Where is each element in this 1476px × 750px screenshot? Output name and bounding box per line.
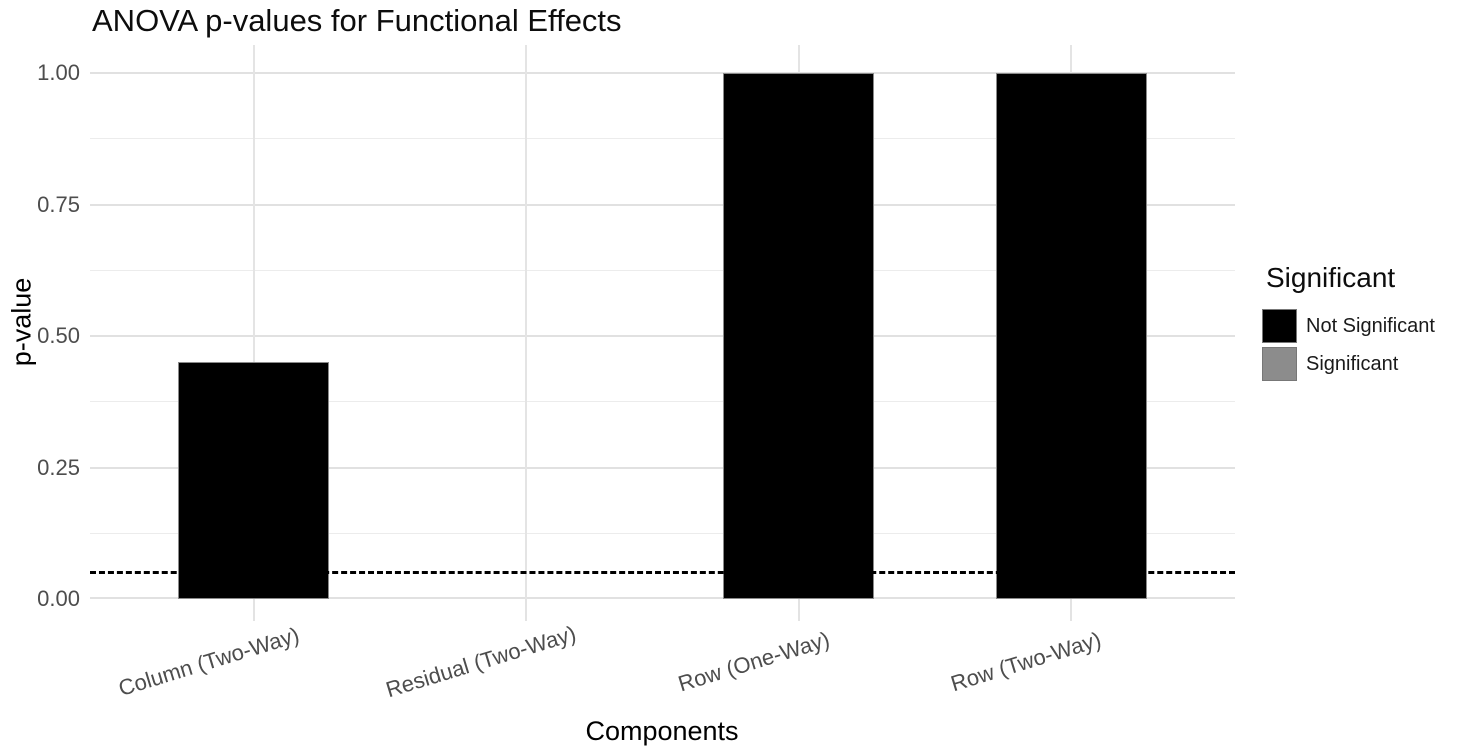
plot-panel xyxy=(90,45,1235,599)
legend: Significant Not Significant Significant xyxy=(1262,262,1476,385)
gridline-minor xyxy=(90,138,1235,140)
legend-entry-label: Not Significant xyxy=(1306,314,1435,337)
x-tick-label: Column (Two-Way) xyxy=(115,622,302,701)
legend-entry-label: Significant xyxy=(1306,352,1399,375)
x-tick-mark xyxy=(1070,599,1073,621)
bar xyxy=(723,73,875,599)
y-tick-label: 1.00 xyxy=(37,60,80,85)
chart-title: ANOVA p-values for Functional Effects xyxy=(92,3,622,38)
gridline-major xyxy=(90,466,1235,469)
x-tick-label: Row (Two-Way) xyxy=(948,626,1105,697)
x-tick-mark xyxy=(252,599,255,621)
legend-title: Significant xyxy=(1266,262,1396,293)
gridline-vertical xyxy=(252,45,255,599)
bar xyxy=(995,73,1147,599)
legend-item: Significant xyxy=(1262,347,1476,381)
x-tick-label: Residual (Two-Way) xyxy=(383,620,580,703)
bar xyxy=(178,362,330,599)
y-tick-label: 0.75 xyxy=(37,191,80,217)
gridline-vertical xyxy=(525,45,528,599)
gridline-major xyxy=(90,72,1235,74)
threshold-line xyxy=(90,571,1235,575)
y-tick-label: 0.25 xyxy=(37,454,80,480)
gridline-minor xyxy=(90,269,1235,271)
x-axis-title: Components xyxy=(585,716,739,746)
gridline-major xyxy=(90,597,1235,599)
x-tick-mark xyxy=(797,599,800,621)
gridline-minor xyxy=(90,532,1235,534)
x-tick-mark xyxy=(525,599,528,621)
y-axis-title: p-value xyxy=(6,277,37,367)
legend-swatch-icon xyxy=(1262,309,1297,343)
legend-items: Not Significant Significant xyxy=(1262,309,1476,381)
y-tick-label: 0.00 xyxy=(37,586,80,611)
x-tick-label: Row (One-Way) xyxy=(674,626,833,697)
legend-swatch-icon xyxy=(1262,347,1297,381)
legend-item: Not Significant xyxy=(1262,309,1476,343)
gridline-major xyxy=(90,335,1235,337)
gridline-major xyxy=(90,203,1235,206)
gridline-minor xyxy=(90,401,1235,403)
y-tick-label: 0.50 xyxy=(37,323,80,348)
